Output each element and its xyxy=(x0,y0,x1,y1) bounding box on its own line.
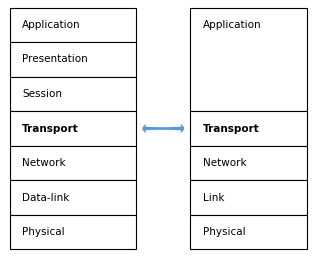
Text: Physical: Physical xyxy=(203,227,245,237)
Text: Presentation: Presentation xyxy=(22,54,88,65)
Text: Data-link: Data-link xyxy=(22,192,69,203)
Bar xyxy=(10,146,136,180)
Bar xyxy=(190,146,307,180)
Text: Application: Application xyxy=(22,20,81,30)
Bar xyxy=(10,8,136,42)
Text: Network: Network xyxy=(22,158,66,168)
Bar xyxy=(190,8,307,111)
Bar xyxy=(190,180,307,215)
Bar xyxy=(190,215,307,249)
Bar xyxy=(10,180,136,215)
Text: Transport: Transport xyxy=(22,124,79,133)
Text: Application: Application xyxy=(203,20,262,30)
Text: Link: Link xyxy=(203,192,224,203)
Text: Transport: Transport xyxy=(203,124,260,133)
Text: Network: Network xyxy=(203,158,247,168)
Bar xyxy=(10,111,136,146)
Bar xyxy=(10,215,136,249)
Bar xyxy=(190,111,307,146)
Bar xyxy=(10,77,136,111)
Text: Session: Session xyxy=(22,89,62,99)
Text: Physical: Physical xyxy=(22,227,65,237)
Bar xyxy=(10,42,136,77)
